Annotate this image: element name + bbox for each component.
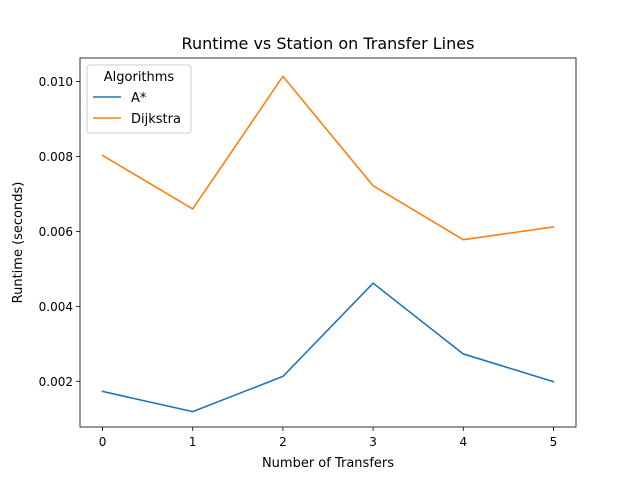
plot-frame — [79, 57, 577, 428]
x-tick-label: 4 — [459, 435, 467, 449]
x-tick-label: 3 — [369, 435, 377, 449]
legend: Algorithms A* Dijkstra — [86, 64, 192, 134]
y-tick-label: 0.002 — [39, 375, 73, 389]
legend-label-a-star: A* — [131, 91, 147, 106]
y-tick-label: 0.008 — [39, 150, 73, 164]
y-tick-label: 0.010 — [39, 75, 73, 89]
x-axis-label: Number of Transfers — [262, 456, 394, 471]
chart-title: Runtime vs Station on Transfer Lines — [182, 34, 475, 53]
x-tick-label: 2 — [279, 435, 287, 449]
legend-box — [86, 64, 192, 134]
series-layer — [101, 75, 555, 413]
legend-title: Algorithms — [104, 70, 175, 85]
legend-label-dijkstra: Dijkstra — [131, 112, 181, 127]
series-line-astar — [101, 282, 555, 413]
y-tick-label: 0.006 — [39, 225, 73, 239]
x-tick-label: 5 — [550, 435, 558, 449]
y-axis: 0.002 0.004 0.006 0.008 0.010 — [39, 75, 80, 389]
x-axis: 0 1 2 3 4 5 — [99, 427, 558, 449]
y-tick-label: 0.004 — [39, 300, 73, 314]
series-line-dijkstra — [101, 75, 555, 241]
x-tick-label: 0 — [99, 435, 107, 449]
y-axis-label: Runtime (seconds) — [11, 182, 26, 304]
x-tick-label: 1 — [189, 435, 197, 449]
